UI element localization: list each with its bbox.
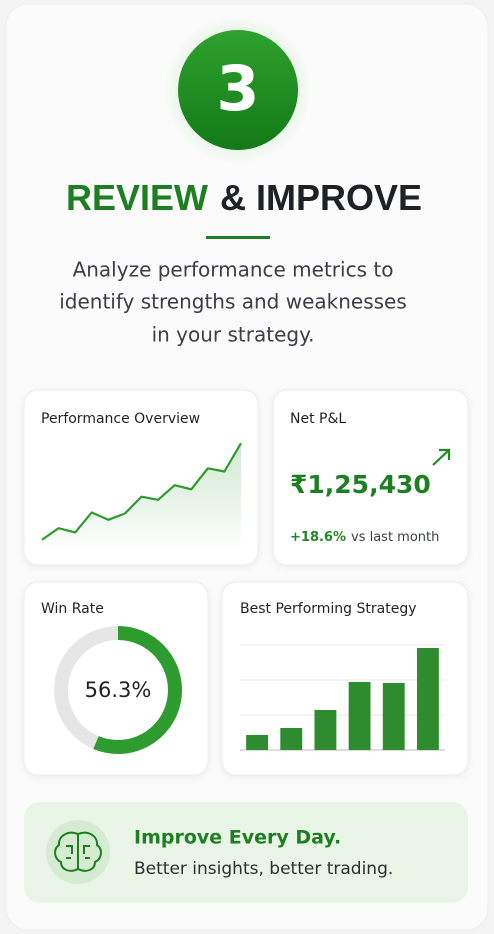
title: REVIEW & IMPROVE (66, 177, 422, 218)
step-badge (178, 30, 298, 150)
title-highlight: REVIEW (66, 177, 208, 218)
card-title: Win Rate (41, 601, 104, 617)
up-arrow-icon (432, 448, 451, 466)
description-line: in your strategy. (152, 323, 315, 347)
donut-label: 56.3% (85, 678, 152, 702)
banner-title: Improve Every Day. (134, 827, 341, 849)
bar (382, 683, 405, 750)
pnl-card (272, 389, 469, 566)
bar (314, 710, 337, 750)
pnl-note: vs last month (351, 530, 439, 545)
pnl-change-line: +18.6% vs last month (290, 530, 439, 545)
line-area (42, 443, 241, 545)
bar (416, 648, 439, 750)
line (41, 442, 242, 541)
card-title: Performance Overview (41, 411, 200, 427)
brain-icon (54, 831, 102, 872)
bar (246, 735, 269, 750)
pnl-change: +18.6% (290, 530, 346, 545)
description-line: identify strengths and weaknesses (59, 290, 407, 314)
bar (348, 682, 371, 750)
donut-arc (93, 626, 182, 754)
banner (24, 802, 468, 903)
title-rest: & IMPROVE (220, 177, 422, 218)
bar (280, 728, 303, 750)
step-number: 3 (216, 52, 259, 125)
description-line: Analyze performance metrics to (73, 258, 394, 282)
strategy-card (221, 581, 469, 776)
pnl-amount: ₹1,25,430 (290, 470, 431, 499)
banner-subtitle: Better insights, better trading. (134, 859, 393, 879)
card-title: Best Performing Strategy (240, 601, 417, 617)
card-title: Net P&L (290, 411, 346, 427)
title-underline (206, 236, 270, 239)
